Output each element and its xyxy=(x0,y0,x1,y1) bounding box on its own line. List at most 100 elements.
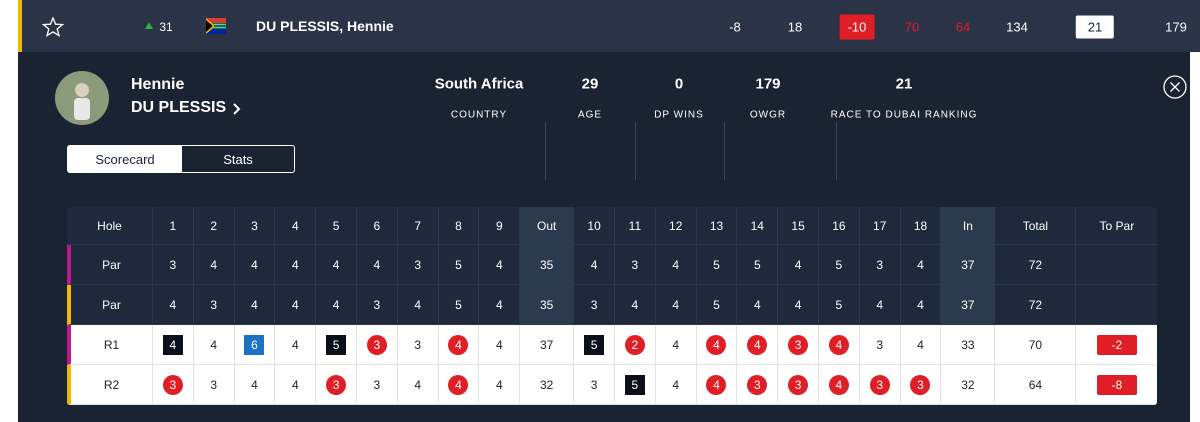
cell: 4 xyxy=(696,325,738,365)
cell: 4 xyxy=(655,285,697,325)
score-value: 179 xyxy=(1165,19,1187,35)
header-cell: To Par xyxy=(1076,207,1157,245)
cell: 37 xyxy=(941,245,996,285)
cell: 35 xyxy=(520,285,575,325)
cell: 4 xyxy=(397,285,439,325)
cell: 5 xyxy=(696,285,738,325)
cell: 35 xyxy=(520,245,575,285)
cell: 4 xyxy=(438,365,480,405)
cell: 72 xyxy=(995,285,1077,325)
cell: 3 xyxy=(153,365,194,405)
cell: 4 xyxy=(819,365,860,405)
first-name: Hennie xyxy=(131,76,185,93)
cell: 3 xyxy=(859,245,901,285)
cell: 3 xyxy=(153,245,194,285)
cell: 64 xyxy=(995,365,1077,405)
score-value: 64 xyxy=(955,19,971,35)
header-cell: 8 xyxy=(438,207,480,245)
header-cell: 13 xyxy=(696,207,738,245)
header-cell: 14 xyxy=(737,207,779,245)
cell: 4 xyxy=(479,245,521,285)
tab[interactable]: Stats xyxy=(223,151,253,167)
score-value: 21 xyxy=(1075,15,1115,39)
cell: 37 xyxy=(520,325,575,365)
cell: 3 xyxy=(900,365,942,405)
header-cell: 4 xyxy=(275,207,317,245)
divider xyxy=(544,122,546,180)
score-marker: 4 xyxy=(747,334,768,355)
player-name[interactable]: DU PLESSIS, Hennie xyxy=(256,18,394,34)
stat-label: RACE TO DUBAI RANKING xyxy=(830,109,978,121)
cell: -2 xyxy=(1076,325,1157,365)
stat-label: OWGR xyxy=(749,109,787,121)
cell: 4 xyxy=(696,365,738,405)
cell: 4 xyxy=(615,285,656,325)
favorite-star[interactable] xyxy=(42,16,64,38)
cell: -8 xyxy=(1076,365,1157,405)
last-name[interactable]: DU PLESSIS xyxy=(131,99,227,116)
cell: 4 xyxy=(275,325,317,365)
score-marker: 3 xyxy=(869,374,890,395)
cell: 4 xyxy=(357,245,398,285)
position-change: 31 xyxy=(159,20,173,34)
cell: 4 xyxy=(275,245,317,285)
leaderboard-row[interactable]: 31 DU PLESSIS, Hennie -8 18 -10 70 64 134 21 17… xyxy=(18,0,1200,52)
avatar xyxy=(55,71,109,125)
cell: 3 xyxy=(316,365,357,405)
header-cell: 9 xyxy=(479,207,521,245)
header-cell: 1 xyxy=(153,207,194,245)
header-cell: 2 xyxy=(193,207,235,245)
chevron xyxy=(233,103,241,115)
header-cell: 5 xyxy=(316,207,357,245)
cell: 3 xyxy=(737,365,779,405)
stat-value: 179 xyxy=(755,75,781,93)
stat-label: COUNTRY xyxy=(450,109,508,121)
cell: 3 xyxy=(859,325,901,365)
cell: 4 xyxy=(193,245,235,285)
divider xyxy=(634,122,636,180)
stat-value: 0 xyxy=(674,75,684,93)
cell: 3 xyxy=(859,365,901,405)
tabs: Scorecard Stats xyxy=(67,145,295,173)
score-marker: 3 xyxy=(326,374,347,395)
header-cell: 12 xyxy=(655,207,697,245)
score-marker: 5 xyxy=(584,334,605,355)
cell: 3 xyxy=(397,325,439,365)
cell: 5 xyxy=(819,285,860,325)
cell xyxy=(1076,285,1157,325)
tab-active[interactable]: Scorecard xyxy=(68,146,182,172)
stat-label: DP WINS xyxy=(654,109,704,121)
score-marker: 4 xyxy=(706,334,727,355)
cell: 4 xyxy=(900,285,942,325)
cell: 4 xyxy=(819,325,860,365)
header-cell: 16 xyxy=(819,207,860,245)
cell: 4 xyxy=(316,245,357,285)
score-marker: 3 xyxy=(162,374,183,395)
flag xyxy=(206,18,226,34)
stat-label: AGE xyxy=(577,109,603,121)
score-marker: 4 xyxy=(162,334,183,355)
cell: 4 xyxy=(479,365,521,405)
cell: 4 xyxy=(859,285,901,325)
cell: 3 xyxy=(778,365,819,405)
cell xyxy=(1076,245,1157,285)
score-marker: -8 xyxy=(1096,374,1137,395)
cell: 4 xyxy=(397,365,439,405)
cell: 32 xyxy=(941,365,996,405)
score-value: 70 xyxy=(904,19,920,35)
cell: 5 xyxy=(615,365,656,405)
score-value: -8 xyxy=(729,19,741,35)
cell: 4 xyxy=(153,285,194,325)
header-cell: 3 xyxy=(234,207,276,245)
header-cell: 6 xyxy=(357,207,398,245)
divider xyxy=(836,122,837,180)
close-button[interactable] xyxy=(1162,74,1188,100)
cell: 4 xyxy=(737,285,779,325)
cell: 5 xyxy=(574,325,615,365)
score-marker: 3 xyxy=(788,374,809,395)
cell: 4 xyxy=(655,365,697,405)
score-marker: 3 xyxy=(747,374,768,395)
header-cell: Total xyxy=(995,207,1077,245)
cell: 4 xyxy=(275,285,317,325)
